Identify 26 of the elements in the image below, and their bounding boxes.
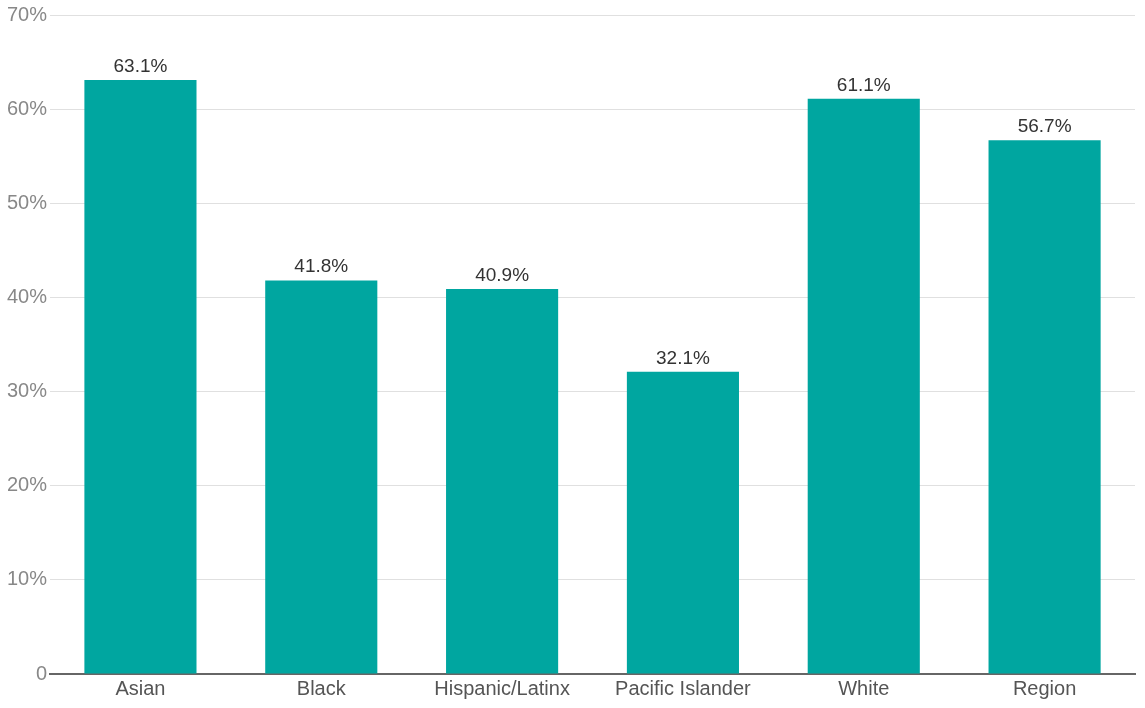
bar [84, 79, 197, 674]
y-tick-label: 50% [7, 190, 48, 213]
x-tick-label: Black [296, 676, 347, 699]
y-tick-label: 10% [7, 567, 48, 590]
y-tick-label: 70% [7, 2, 48, 25]
data-label: 56.7% [1017, 114, 1072, 136]
x-tick-label: Pacific Islander [615, 676, 752, 699]
data-label: 41.8% [294, 255, 349, 277]
x-tick-label: Region [1012, 676, 1077, 699]
bar [626, 371, 739, 674]
x-tick-label: Asian [115, 676, 166, 699]
bar [446, 288, 559, 674]
bar [988, 140, 1101, 674]
x-tick-label: Hispanic/Latinx [434, 676, 570, 699]
data-label: 40.9% [475, 263, 530, 285]
y-tick-label: 40% [7, 284, 48, 307]
bar [265, 280, 378, 674]
y-tick-label: 60% [7, 96, 48, 119]
bar [807, 98, 920, 674]
y-tick-label: 20% [7, 473, 48, 496]
data-label: 32.1% [655, 346, 710, 368]
data-label: 61.1% [836, 73, 891, 95]
x-tick-label: White [838, 676, 890, 699]
y-tick-label: 0 [35, 661, 48, 684]
data-label: 63.1% [113, 54, 168, 76]
y-tick-label: 30% [7, 379, 48, 402]
